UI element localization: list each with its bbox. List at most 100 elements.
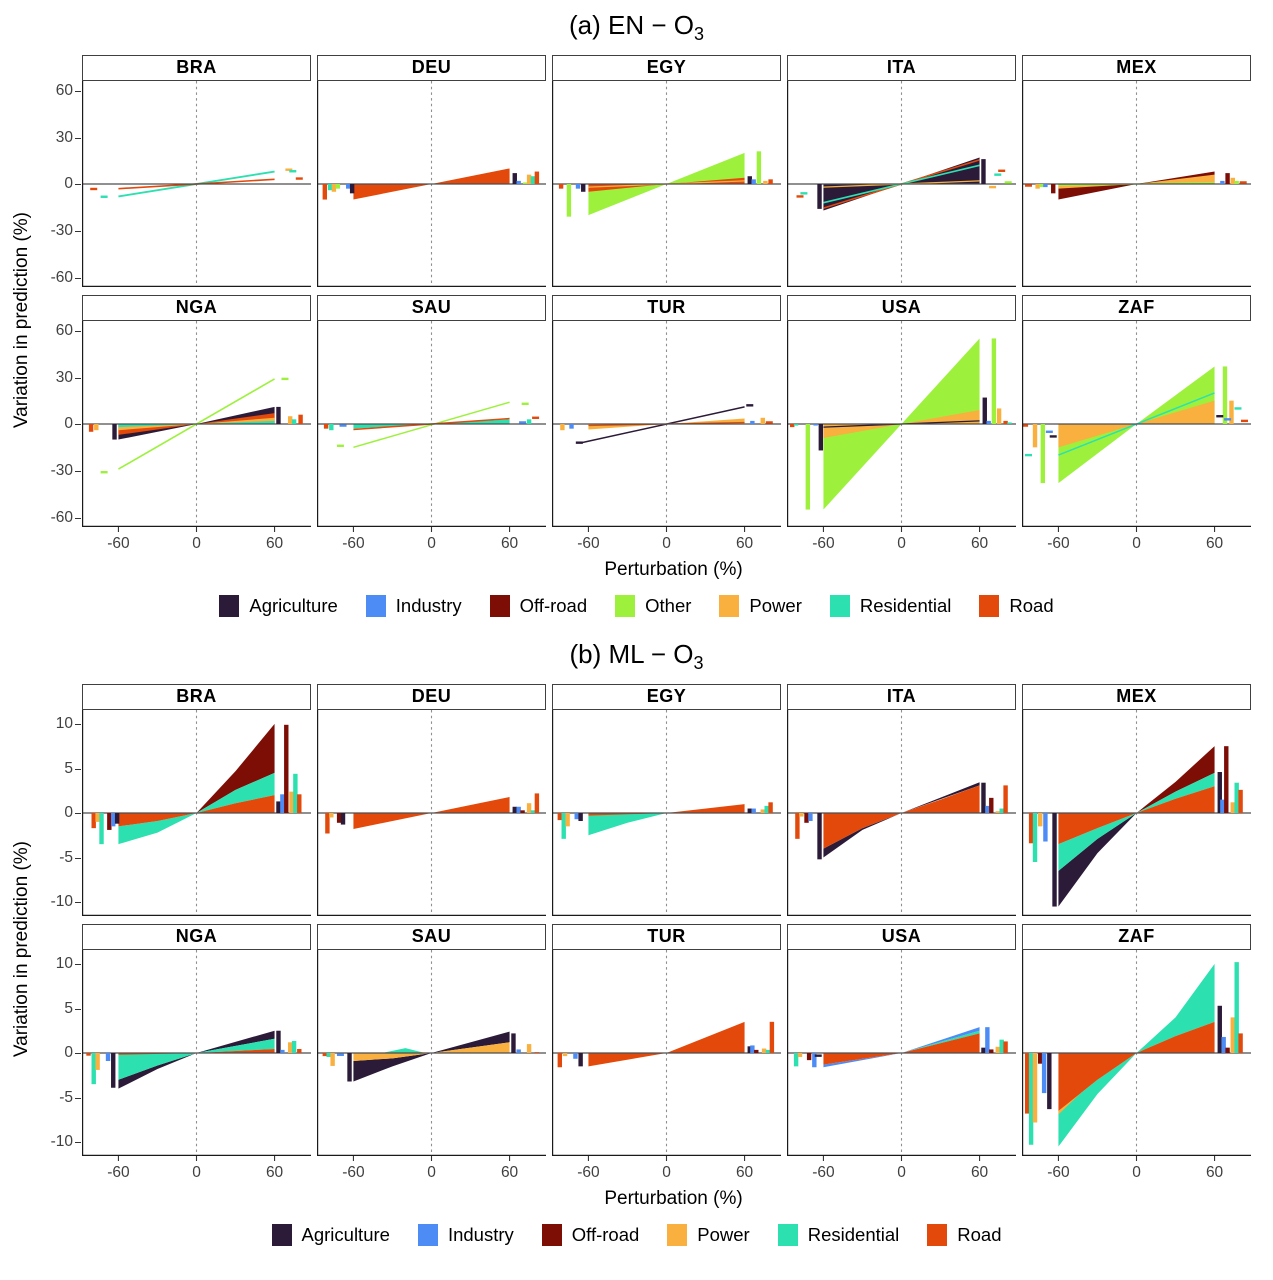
bar-off-road: [1051, 184, 1056, 194]
facet-strip-label: NGA: [82, 295, 311, 322]
facet-ITA: ITA: [787, 684, 1016, 917]
area-power: [1058, 424, 1137, 448]
bar-other: [991, 338, 997, 425]
mark-road: [1025, 184, 1033, 187]
y-tick-mark: [75, 277, 81, 279]
legend: Agriculture Industry Off-road Other Power Res…: [8, 595, 1265, 618]
bar-industry: [750, 421, 755, 425]
facet-plot: -60 0 60: [82, 321, 311, 552]
facet-strip-label: TUR: [552, 924, 781, 951]
bar-other: [1222, 366, 1228, 425]
bar-agriculture: [349, 184, 355, 194]
y-tick-mark: [75, 230, 81, 232]
bar-industry: [751, 179, 756, 185]
y-axis-ticks: 60 30 0 -30 -60: [36, 295, 82, 553]
legend-label: Residential: [859, 595, 952, 617]
area-residential: [588, 813, 667, 836]
y-tick-label: 10: [55, 955, 73, 973]
bar-agriculture: [747, 808, 752, 814]
bar-industry: [280, 1050, 285, 1054]
bar-power: [526, 174, 532, 185]
bar-residential: [291, 1041, 297, 1054]
bar-road: [768, 802, 773, 814]
area-road: [666, 804, 745, 814]
facet-ZAF: ZAF -60 0 60: [1022, 924, 1251, 1182]
mark-road: [998, 169, 1006, 173]
facet-plot: -60 0 60: [317, 321, 546, 552]
bar-off-road: [804, 813, 809, 824]
bar-other: [335, 184, 341, 189]
panel-b-title-text: (b) ML − O: [569, 639, 694, 670]
bar-industry: [1043, 184, 1048, 188]
x-tick-label: -60: [1047, 535, 1070, 552]
facet-MEX: MEX: [1022, 684, 1251, 917]
bar-agriculture: [111, 1053, 116, 1089]
facet-plot: [787, 81, 1016, 288]
legend-item-residential: Residential: [777, 1224, 899, 1247]
x-tick-label: 60: [501, 535, 519, 552]
area-residential: [382, 1048, 425, 1054]
area-road: [666, 177, 745, 185]
legend-swatch-industry: [365, 595, 386, 618]
bar-residential: [1032, 813, 1038, 863]
bar-agriculture: [581, 184, 586, 192]
bar-off-road: [806, 1053, 812, 1061]
bar-agriculture: [340, 813, 346, 825]
y-tick-label: -60: [50, 508, 73, 526]
bar-road: [322, 184, 328, 200]
y-tick-label: 0: [64, 175, 73, 193]
area-road: [431, 168, 510, 185]
bar-power: [330, 1053, 335, 1067]
bar-residential: [91, 1053, 96, 1085]
bar-agriculture: [817, 813, 822, 860]
bar-off-road: [284, 725, 289, 814]
bar-agriculture: [747, 1046, 752, 1054]
bar-other: [566, 184, 572, 217]
facet-DEU: DEU: [317, 684, 546, 917]
x-tick-label: 60: [1206, 1164, 1224, 1181]
facet-USA: USA -60 0 60: [787, 295, 1016, 553]
bar-power: [1035, 184, 1040, 189]
x-tick-label: 0: [427, 1164, 436, 1181]
area-off-road: [196, 724, 275, 814]
bar-power: [799, 813, 804, 817]
bar-agriculture: [511, 1033, 516, 1054]
y-tick-label: 10: [55, 715, 73, 733]
y-tick-mark: [75, 1097, 81, 1099]
y-tick-mark: [75, 90, 81, 92]
facet-DEU: DEU: [317, 55, 546, 288]
y-tick-mark: [75, 768, 81, 770]
bar-agriculture: [1217, 772, 1222, 814]
area-road: [353, 813, 432, 830]
legend-label: Industry: [395, 595, 462, 617]
bar-road: [298, 414, 303, 425]
legend-item-industry: Industry: [417, 1224, 514, 1247]
mark-other: [1004, 181, 1012, 184]
x-axis-label: Perturbation (%): [604, 1188, 743, 1210]
facet-strip-label: USA: [787, 295, 1016, 322]
legend-swatch-off-road: [541, 1224, 562, 1247]
y-tick-label: 0: [64, 415, 73, 433]
legend-item-industry: Industry: [365, 595, 462, 618]
bar-road: [1028, 813, 1034, 844]
legend-label: Agriculture: [301, 1224, 390, 1246]
bar-agriculture: [818, 424, 824, 451]
facet-strip-label: DEU: [317, 684, 546, 711]
facet-TUR: TUR -60 0 60: [552, 924, 781, 1182]
mark-industry: [1045, 430, 1053, 434]
bar-power: [1230, 1017, 1235, 1054]
mark-road: [1240, 419, 1248, 423]
bar-agriculture: [276, 407, 281, 425]
bar-agriculture: [981, 159, 986, 185]
x-tick-label: -60: [342, 1164, 365, 1181]
bar-residential: [530, 176, 536, 185]
y-tick-label: 0: [64, 1044, 73, 1062]
area-road: [823, 813, 902, 850]
x-axis-label: Perturbation (%): [604, 559, 743, 581]
area-road: [901, 785, 980, 814]
legend-item-road: Road: [927, 1224, 1002, 1247]
facet-strip-label: TUR: [552, 295, 781, 322]
legend-item-power: Power: [719, 595, 802, 618]
area-road: [118, 813, 197, 827]
area-road: [431, 797, 510, 814]
